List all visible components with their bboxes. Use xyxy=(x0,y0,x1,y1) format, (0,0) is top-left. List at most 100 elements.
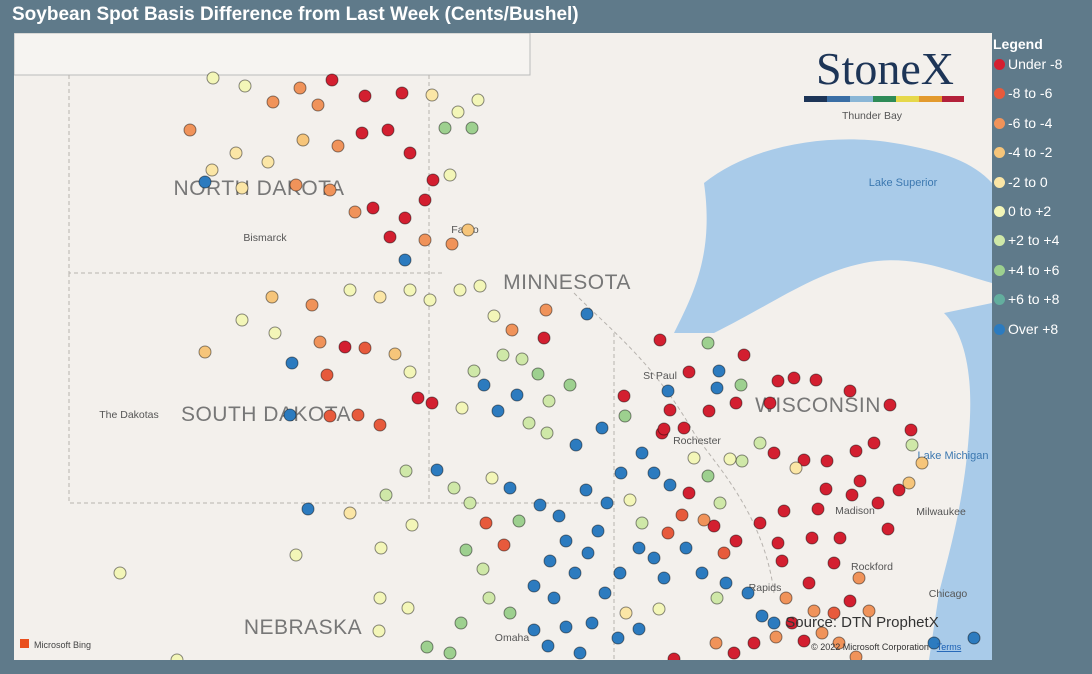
station xyxy=(358,341,372,355)
station xyxy=(296,133,310,147)
station xyxy=(667,652,681,660)
station xyxy=(323,409,337,423)
legend-item: +2 to +4 xyxy=(993,232,1062,261)
station xyxy=(809,373,823,387)
station xyxy=(741,586,755,600)
station xyxy=(537,331,551,345)
station xyxy=(374,541,388,555)
land xyxy=(14,33,992,660)
station xyxy=(485,471,499,485)
source: Source: DTN ProphetX xyxy=(785,614,938,631)
station xyxy=(832,636,846,650)
station xyxy=(797,453,811,467)
legend-swatch xyxy=(994,59,1005,70)
station xyxy=(351,408,365,422)
city-label: Chicago xyxy=(929,588,968,600)
station xyxy=(423,293,437,307)
station xyxy=(827,606,841,620)
station xyxy=(418,193,432,207)
station xyxy=(540,426,554,440)
logo-bar xyxy=(919,96,942,102)
water-label: Lake Michigan xyxy=(918,450,989,462)
station xyxy=(455,401,469,415)
station xyxy=(381,123,395,137)
station xyxy=(617,389,631,403)
legend-label: +4 to +6 xyxy=(1008,261,1060,278)
station xyxy=(635,446,649,460)
station xyxy=(372,624,386,638)
station xyxy=(465,121,479,135)
legend-label: -2 to 0 xyxy=(1008,173,1048,190)
legend-item: -2 to 0 xyxy=(993,174,1062,203)
station xyxy=(568,566,582,580)
station xyxy=(373,418,387,432)
station xyxy=(729,396,743,410)
station xyxy=(663,403,677,417)
station xyxy=(675,508,689,522)
logo: StoneX xyxy=(804,43,964,102)
state-label: NEBRASKA xyxy=(244,616,362,639)
station xyxy=(647,551,661,565)
terms-link[interactable]: Terms xyxy=(937,642,962,652)
station xyxy=(542,394,556,408)
station xyxy=(395,86,409,100)
station xyxy=(815,626,829,640)
station xyxy=(383,230,397,244)
station xyxy=(619,606,633,620)
stations xyxy=(113,71,981,660)
station xyxy=(735,454,749,468)
station xyxy=(183,123,197,137)
legend-swatch xyxy=(994,264,1005,276)
legend-swatch xyxy=(994,147,1005,159)
station xyxy=(505,323,519,337)
station xyxy=(710,591,724,605)
legend-swatch xyxy=(994,294,1005,306)
station xyxy=(425,396,439,410)
station xyxy=(313,335,327,349)
station xyxy=(849,650,863,660)
station xyxy=(461,223,475,237)
station xyxy=(403,365,417,379)
station xyxy=(198,175,212,189)
city-label: Thunder Bay xyxy=(842,110,903,122)
station xyxy=(807,604,821,618)
station xyxy=(454,616,468,630)
station xyxy=(820,454,834,468)
station xyxy=(805,531,819,545)
station xyxy=(904,423,918,437)
station xyxy=(235,313,249,327)
legend-label: +2 to +4 xyxy=(1008,232,1060,249)
station xyxy=(663,478,677,492)
station xyxy=(541,639,555,653)
station xyxy=(787,371,801,385)
station xyxy=(323,183,337,197)
station xyxy=(451,105,465,119)
station xyxy=(379,488,393,502)
station xyxy=(527,623,541,637)
station xyxy=(491,404,505,418)
logo-text: StoneX xyxy=(816,43,954,94)
station xyxy=(717,546,731,560)
station xyxy=(366,201,380,215)
station xyxy=(503,606,517,620)
station xyxy=(358,89,372,103)
station xyxy=(388,347,402,361)
station xyxy=(867,436,881,450)
station xyxy=(600,496,614,510)
legend-swatch xyxy=(994,323,1005,335)
legend-item: Over +8 xyxy=(993,321,1062,350)
station xyxy=(205,163,219,177)
legend-swatch xyxy=(994,235,1005,247)
station xyxy=(785,616,799,630)
borders xyxy=(68,75,775,660)
logo-bar xyxy=(827,96,850,102)
station xyxy=(438,121,452,135)
station xyxy=(775,554,789,568)
provider-logo xyxy=(20,639,29,648)
station xyxy=(473,279,487,293)
station xyxy=(719,576,733,590)
station xyxy=(679,541,693,555)
station xyxy=(729,534,743,548)
station xyxy=(373,591,387,605)
